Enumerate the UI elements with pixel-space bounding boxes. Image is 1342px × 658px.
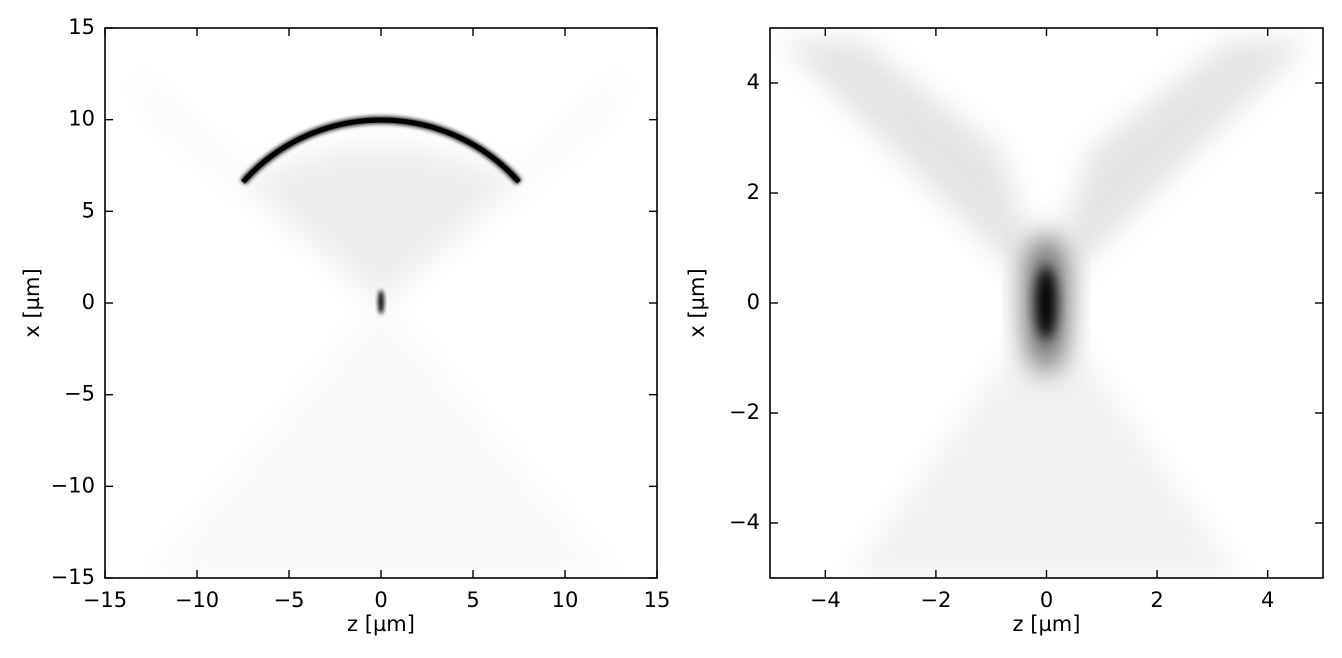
y-tick-label: −2	[729, 400, 760, 424]
x-tick-label: 2	[1150, 588, 1163, 612]
y-tick-label: 5	[82, 198, 95, 222]
x-tick-label: 4	[1261, 588, 1274, 612]
x-tick-label: 5	[466, 588, 479, 612]
x-tick-label: −10	[175, 588, 219, 612]
heatmap-image	[105, 28, 657, 578]
x-axis-label: z [µm]	[347, 612, 415, 636]
y-axis-label: x [µm]	[685, 268, 709, 337]
x-tick-label: 15	[644, 588, 671, 612]
heatmap-image	[770, 28, 1323, 578]
y-tick-label: −10	[51, 473, 95, 497]
y-tick-label: 2	[747, 180, 760, 204]
y-tick-label: 0	[82, 290, 95, 314]
x-axis-label: z [µm]	[1013, 612, 1081, 636]
x-tick-label: 10	[552, 588, 579, 612]
y-tick-label: 4	[747, 70, 760, 94]
y-tick-label: 15	[68, 15, 95, 39]
x-tick-label: −5	[274, 588, 305, 612]
x-tick-label: −4	[810, 588, 841, 612]
y-axis-label: x [µm]	[20, 268, 44, 337]
y-tick-label: −15	[51, 565, 95, 589]
x-tick-label: 0	[374, 588, 387, 612]
y-tick-label: 10	[68, 107, 95, 131]
y-tick-label: 0	[747, 290, 760, 314]
y-tick-label: −5	[64, 382, 95, 406]
x-tick-label: −15	[83, 588, 127, 612]
x-tick-label: 0	[1040, 588, 1053, 612]
x-tick-label: −2	[920, 588, 951, 612]
y-tick-label: −4	[729, 510, 760, 534]
